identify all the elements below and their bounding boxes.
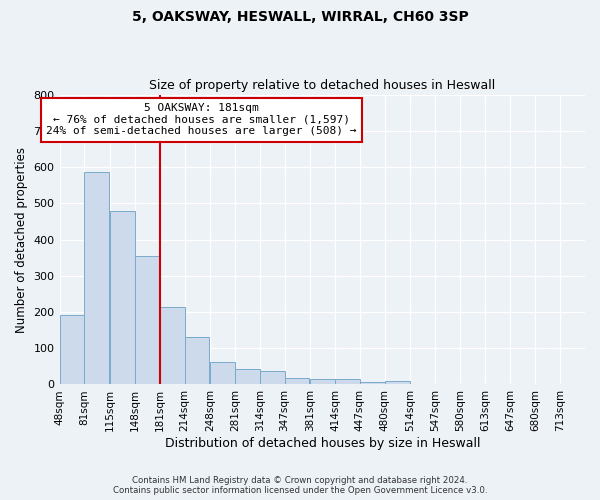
Text: 5 OAKSWAY: 181sqm
← 76% of detached houses are smaller (1,597)
24% of semi-detac: 5 OAKSWAY: 181sqm ← 76% of detached hous…: [46, 104, 356, 136]
Text: Contains HM Land Registry data © Crown copyright and database right 2024.
Contai: Contains HM Land Registry data © Crown c…: [113, 476, 487, 495]
Bar: [135, 256, 160, 384]
Bar: [260, 371, 284, 384]
Bar: [284, 378, 310, 384]
Bar: [160, 306, 185, 384]
Bar: [235, 369, 260, 384]
X-axis label: Distribution of detached houses by size in Heswall: Distribution of detached houses by size …: [164, 437, 480, 450]
Bar: [59, 315, 85, 384]
Bar: [185, 336, 209, 384]
Bar: [210, 362, 235, 384]
Bar: [310, 379, 335, 384]
Text: 5, OAKSWAY, HESWALL, WIRRAL, CH60 3SP: 5, OAKSWAY, HESWALL, WIRRAL, CH60 3SP: [131, 10, 469, 24]
Y-axis label: Number of detached properties: Number of detached properties: [15, 146, 28, 332]
Bar: [335, 379, 360, 384]
Title: Size of property relative to detached houses in Heswall: Size of property relative to detached ho…: [149, 79, 496, 92]
Bar: [85, 172, 109, 384]
Bar: [110, 211, 135, 384]
Bar: [360, 382, 385, 384]
Bar: [385, 381, 410, 384]
